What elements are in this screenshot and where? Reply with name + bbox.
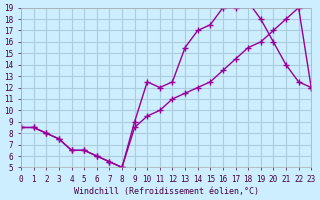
X-axis label: Windchill (Refroidissement éolien,°C): Windchill (Refroidissement éolien,°C) xyxy=(74,187,259,196)
